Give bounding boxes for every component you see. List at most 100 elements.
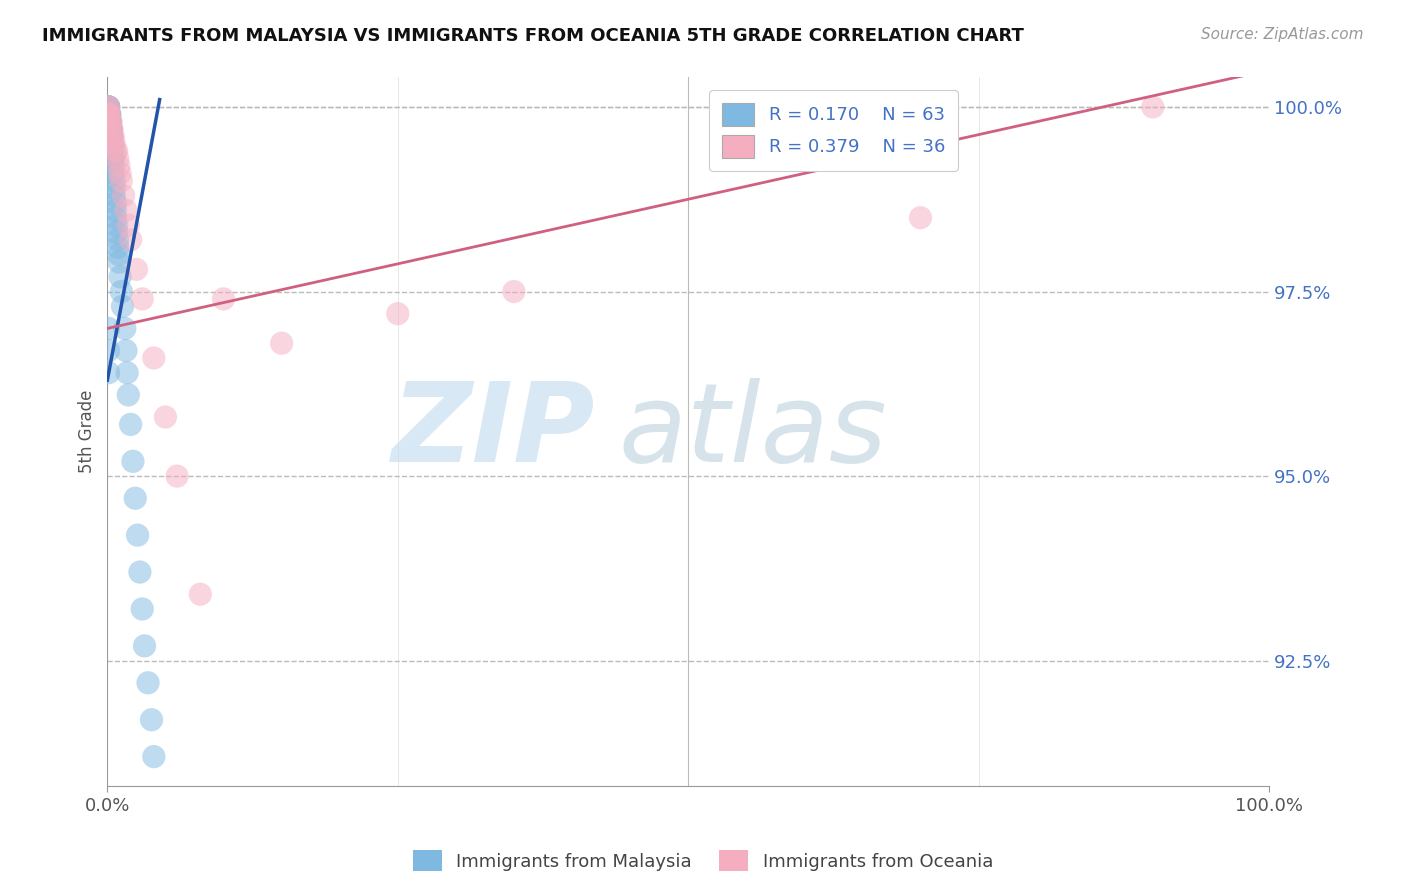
Point bbox=[98, 107, 121, 121]
Point bbox=[115, 343, 138, 358]
Point bbox=[127, 528, 149, 542]
Point bbox=[101, 136, 124, 151]
Point bbox=[97, 321, 120, 335]
Point bbox=[97, 100, 120, 114]
Point bbox=[387, 307, 409, 321]
Point bbox=[110, 174, 132, 188]
Point bbox=[97, 100, 120, 114]
Point bbox=[103, 136, 125, 151]
Point bbox=[98, 114, 121, 128]
Point bbox=[120, 417, 142, 432]
Point bbox=[122, 454, 145, 468]
Point bbox=[115, 366, 138, 380]
Point bbox=[910, 211, 932, 225]
Point bbox=[98, 114, 121, 128]
Text: ZIP: ZIP bbox=[392, 378, 595, 485]
Point bbox=[114, 321, 136, 335]
Point bbox=[103, 188, 125, 202]
Point bbox=[129, 565, 152, 579]
Point bbox=[104, 145, 127, 159]
Point bbox=[98, 107, 121, 121]
Point bbox=[97, 107, 120, 121]
Point bbox=[141, 713, 163, 727]
Point bbox=[100, 129, 122, 144]
Legend: R = 0.170    N = 63, R = 0.379    N = 36: R = 0.170 N = 63, R = 0.379 N = 36 bbox=[709, 90, 957, 170]
Point bbox=[97, 107, 120, 121]
Point bbox=[166, 469, 188, 483]
Point bbox=[103, 152, 125, 166]
Point bbox=[97, 107, 120, 121]
Point bbox=[107, 152, 129, 166]
Point bbox=[117, 218, 139, 232]
Point bbox=[100, 114, 122, 128]
Legend: Immigrants from Malaysia, Immigrants from Oceania: Immigrants from Malaysia, Immigrants fro… bbox=[406, 843, 1000, 879]
Point bbox=[131, 292, 153, 306]
Point bbox=[101, 145, 124, 159]
Point bbox=[103, 129, 125, 144]
Point bbox=[103, 181, 125, 195]
Point bbox=[142, 749, 165, 764]
Point bbox=[100, 122, 122, 136]
Point bbox=[97, 107, 120, 121]
Point bbox=[107, 240, 129, 254]
Point bbox=[124, 491, 146, 506]
Point bbox=[98, 114, 121, 128]
Point bbox=[100, 122, 122, 136]
Point bbox=[104, 203, 127, 218]
Point bbox=[101, 129, 124, 144]
Point bbox=[134, 639, 156, 653]
Point bbox=[103, 166, 125, 180]
Point bbox=[155, 410, 177, 425]
Point bbox=[112, 188, 135, 202]
Point bbox=[105, 226, 128, 240]
Point bbox=[108, 166, 131, 180]
Point bbox=[212, 292, 235, 306]
Point bbox=[117, 388, 139, 402]
Point bbox=[115, 203, 138, 218]
Point bbox=[100, 114, 122, 128]
Point bbox=[105, 218, 128, 232]
Point bbox=[97, 100, 120, 114]
Point bbox=[97, 100, 120, 114]
Point bbox=[100, 122, 122, 136]
Point bbox=[98, 114, 121, 128]
Point bbox=[101, 136, 124, 151]
Point bbox=[108, 255, 131, 269]
Point bbox=[111, 299, 134, 313]
Point bbox=[97, 343, 120, 358]
Point bbox=[103, 152, 125, 166]
Point bbox=[98, 114, 121, 128]
Point bbox=[120, 233, 142, 247]
Point bbox=[100, 122, 122, 136]
Point bbox=[101, 122, 124, 136]
Text: Source: ZipAtlas.com: Source: ZipAtlas.com bbox=[1201, 27, 1364, 42]
Point bbox=[110, 285, 132, 299]
Point bbox=[100, 129, 122, 144]
Point bbox=[108, 159, 131, 173]
Point bbox=[103, 174, 125, 188]
Point bbox=[104, 196, 127, 211]
Point bbox=[97, 366, 120, 380]
Point bbox=[103, 159, 125, 173]
Point bbox=[101, 129, 124, 144]
Point bbox=[108, 247, 131, 261]
Point bbox=[98, 107, 121, 121]
Point bbox=[103, 136, 125, 151]
Point bbox=[136, 675, 159, 690]
Point bbox=[108, 269, 131, 284]
Point bbox=[503, 285, 526, 299]
Point bbox=[104, 211, 127, 225]
Text: atlas: atlas bbox=[619, 378, 887, 485]
Point bbox=[98, 114, 121, 128]
Point bbox=[142, 351, 165, 365]
Point bbox=[98, 107, 121, 121]
Point bbox=[97, 100, 120, 114]
Point bbox=[97, 100, 120, 114]
Point bbox=[125, 262, 148, 277]
Point bbox=[100, 122, 122, 136]
Y-axis label: 5th Grade: 5th Grade bbox=[79, 390, 96, 474]
Point bbox=[101, 145, 124, 159]
Point bbox=[97, 100, 120, 114]
Text: IMMIGRANTS FROM MALAYSIA VS IMMIGRANTS FROM OCEANIA 5TH GRADE CORRELATION CHART: IMMIGRANTS FROM MALAYSIA VS IMMIGRANTS F… bbox=[42, 27, 1024, 45]
Point bbox=[131, 602, 153, 616]
